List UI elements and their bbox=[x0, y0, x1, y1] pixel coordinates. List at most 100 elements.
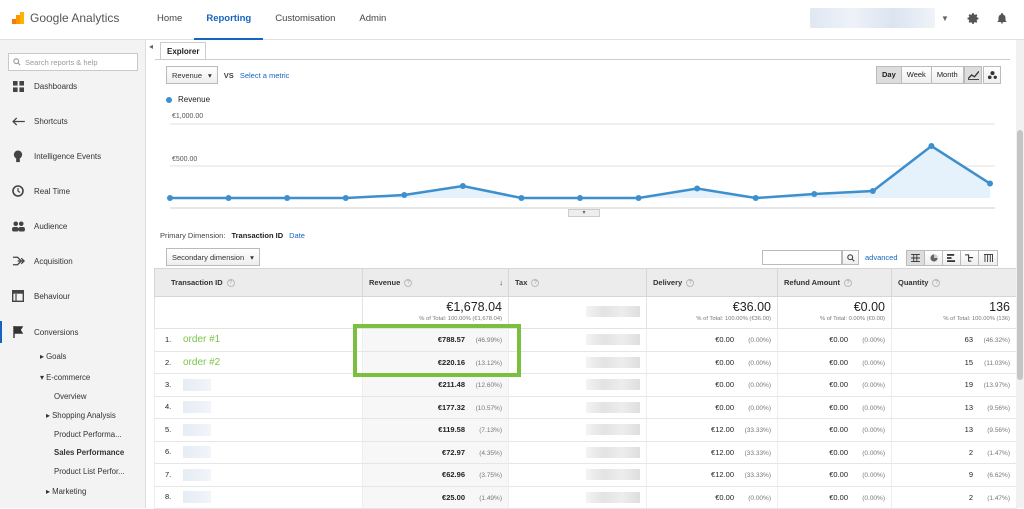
collapse-sidebar-icon[interactable]: ◂ bbox=[148, 42, 153, 51]
revenue-point[interactable] bbox=[342, 195, 349, 201]
transaction-id-redacted[interactable] bbox=[183, 401, 211, 414]
sidebar-item-behaviour[interactable]: Behaviour bbox=[0, 285, 146, 307]
cell-delivery: €12.00 (33.33%) bbox=[646, 463, 778, 487]
nav-reporting[interactable]: Reporting bbox=[194, 0, 264, 40]
table-row[interactable]: 3. €211.48 (12.60%) €0.00 (0.00%) €0.00 (0.00%… bbox=[154, 373, 1017, 397]
transaction-id-redacted[interactable] bbox=[183, 491, 211, 504]
nav-admin[interactable]: Admin bbox=[359, 13, 387, 24]
sidebar-item-dashboards[interactable]: Dashboards bbox=[0, 75, 146, 97]
sidebar-item-intelligence[interactable]: Intelligence Events bbox=[0, 145, 146, 167]
transaction-id[interactable]: order #1 bbox=[183, 334, 221, 346]
nav-customisation[interactable]: Customisation bbox=[275, 13, 336, 24]
revenue-point[interactable] bbox=[577, 195, 583, 201]
sidebar-sub-ecommerce[interactable]: ▾ E-commerce bbox=[40, 373, 91, 382]
chart-range-handle[interactable]: ▾ bbox=[568, 209, 600, 217]
table-view-icon[interactable] bbox=[907, 251, 925, 265]
table-row[interactable]: 8. €25.00 (1.49%) €0.00 (0.00%) €0.00 (0.00%) 2… bbox=[154, 486, 1017, 509]
sidebar-item-realtime[interactable]: Real Time bbox=[0, 180, 146, 202]
period-selector: Day Week Month bbox=[876, 66, 964, 84]
col-refund-amount[interactable]: Refund Amount? bbox=[777, 268, 892, 297]
sidebar-search[interactable]: Search reports & help bbox=[8, 53, 138, 71]
primary-dimension-active[interactable]: Transaction ID bbox=[231, 231, 284, 240]
scrollbar-thumb[interactable] bbox=[1017, 130, 1023, 380]
nav-home[interactable]: Home bbox=[157, 13, 183, 24]
sidebar-sub-overview[interactable]: Overview bbox=[54, 392, 87, 401]
tab-divider bbox=[155, 59, 1010, 60]
pie-view-icon[interactable] bbox=[925, 251, 943, 265]
bell-icon[interactable] bbox=[994, 10, 1010, 26]
sidebar-item-conversions[interactable]: Conversions bbox=[0, 321, 146, 343]
revenue-point[interactable] bbox=[811, 191, 818, 198]
account-selector[interactable] bbox=[810, 8, 935, 28]
comparison-view-icon[interactable] bbox=[961, 251, 979, 265]
table-row[interactable]: 7. €62.96 (3.75%) €12.00 (33.33%) €0.00 (0.00%… bbox=[154, 463, 1017, 487]
revenue-point[interactable] bbox=[284, 195, 291, 201]
sidebar-sub-marketing[interactable]: ▸ Marketing bbox=[46, 487, 87, 496]
revenue-point[interactable] bbox=[518, 195, 525, 201]
motion-chart-icon[interactable] bbox=[983, 66, 1001, 84]
table-row[interactable]: 4. €177.32 (10.57%) €0.00 (0.00%) €0.00 (0.00%… bbox=[154, 396, 1017, 419]
col-quantity[interactable]: Quantity? bbox=[891, 268, 1017, 297]
sidebar-sub-shopping-analysis[interactable]: ▸ Shopping Analysis bbox=[46, 411, 116, 420]
search-icon bbox=[846, 253, 855, 262]
col-delivery[interactable]: Delivery? bbox=[646, 268, 778, 297]
ga-logo[interactable]: Google Analytics bbox=[12, 11, 119, 25]
revenue-point[interactable] bbox=[459, 183, 466, 190]
col-transaction-id[interactable]: Transaction ID? bbox=[154, 268, 363, 297]
page-scrollbar[interactable] bbox=[1016, 40, 1024, 508]
period-day[interactable]: Day bbox=[877, 67, 902, 83]
cell-refund: €0.00 (0.00%) bbox=[777, 351, 892, 374]
dimension-date-link[interactable]: Date bbox=[289, 231, 305, 240]
sidebar-item-acquisition[interactable]: Acquisition bbox=[0, 250, 146, 272]
metric-dropdown[interactable]: Revenue ▾ bbox=[166, 66, 218, 84]
gear-icon[interactable] bbox=[965, 10, 981, 26]
transaction-id-redacted[interactable] bbox=[183, 468, 211, 481]
sidebar-item-audience[interactable]: Audience bbox=[0, 215, 146, 237]
revenue-point[interactable] bbox=[694, 185, 701, 192]
secondary-dimension-dropdown[interactable]: Secondary dimension ▾ bbox=[166, 248, 260, 266]
chevron-down-icon[interactable]: ▼ bbox=[941, 14, 949, 23]
transaction-id-redacted[interactable] bbox=[183, 378, 211, 391]
table-row[interactable]: 5. €119.58 (7.13%) €12.00 (33.33%) €0.00 (0.00… bbox=[154, 418, 1017, 442]
advanced-filter-link[interactable]: advanced bbox=[865, 253, 898, 262]
cell-tax bbox=[508, 351, 647, 374]
sidebar-sub-product-performance[interactable]: Product Performa... bbox=[54, 430, 122, 439]
table-row[interactable]: 6. €72.97 (4.35%) €12.00 (33.33%) €0.00 (0.00%… bbox=[154, 441, 1017, 464]
sidebar-item-label: Conversions bbox=[34, 327, 79, 337]
revenue-point[interactable] bbox=[401, 192, 408, 199]
revenue-point[interactable] bbox=[752, 195, 759, 201]
cell-delivery: €0.00 (0.00%) bbox=[646, 486, 778, 509]
revenue-point[interactable] bbox=[167, 195, 173, 201]
period-month[interactable]: Month bbox=[931, 67, 963, 83]
revenue-point[interactable] bbox=[928, 143, 935, 150]
row-index: 1. bbox=[165, 335, 172, 345]
table-search-button[interactable] bbox=[842, 250, 859, 265]
col-revenue[interactable]: Revenue? ↓ bbox=[362, 268, 509, 297]
sidebar-item-shortcuts[interactable]: Shortcuts bbox=[0, 110, 146, 132]
transaction-id[interactable]: order #2 bbox=[183, 356, 221, 368]
sidebar-sub-goals[interactable]: ▸ Goals bbox=[40, 352, 67, 361]
sidebar-sub-sales-performance[interactable]: Sales Performance bbox=[54, 448, 125, 457]
transaction-id-redacted[interactable] bbox=[183, 423, 211, 436]
table-row[interactable]: 2. order #2 €220.16 (13.12%) €0.00 (0.00%) €0.… bbox=[154, 351, 1017, 374]
table-search-input[interactable] bbox=[762, 250, 842, 265]
line-chart-icon[interactable] bbox=[964, 66, 982, 84]
sidebar-sub-product-list[interactable]: Product List Perfor... bbox=[54, 467, 125, 476]
revenue-point[interactable] bbox=[869, 188, 876, 195]
y-tick-label: €500.00 bbox=[172, 156, 198, 163]
revenue-point[interactable] bbox=[635, 195, 642, 201]
pivot-view-icon[interactable] bbox=[979, 251, 997, 265]
primary-dimension: Primary Dimension: Transaction ID Date bbox=[160, 231, 305, 240]
tab-explorer[interactable]: Explorer bbox=[160, 42, 207, 60]
period-week[interactable]: Week bbox=[901, 67, 932, 83]
revenue-point[interactable] bbox=[225, 195, 232, 201]
select-metric-link[interactable]: Select a metric bbox=[239, 70, 290, 80]
sidebar-item-label: Behaviour bbox=[34, 291, 71, 301]
cell-delivery: €0.00 (0.00%) bbox=[646, 351, 778, 374]
table-row[interactable]: 1. order #1 €788.57 (46.99%) €0.00 (0.00%) €0.… bbox=[154, 328, 1017, 352]
revenue-line-chart[interactable] bbox=[160, 110, 1005, 220]
performance-view-icon[interactable] bbox=[943, 251, 961, 265]
col-tax[interactable]: Tax? bbox=[508, 268, 647, 297]
revenue-point[interactable] bbox=[987, 180, 993, 187]
transaction-id-redacted[interactable] bbox=[183, 446, 211, 459]
